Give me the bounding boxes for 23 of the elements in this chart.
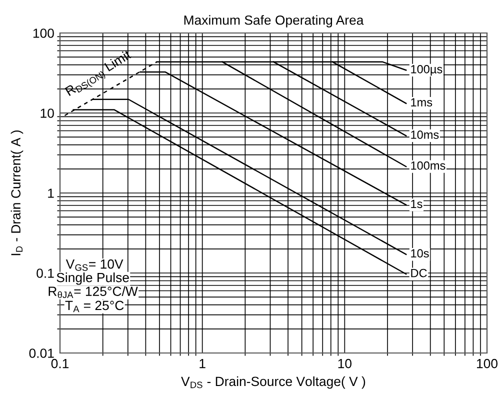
- y-tick-label: 0.1: [36, 268, 54, 278]
- y-tick-label: 100: [33, 28, 54, 38]
- x-axis-title: V$_{DS}$ - Drain-Source Voltage( V ): [181, 376, 366, 389]
- annotation: Single Pulse: [56, 272, 129, 285]
- annotation: R$_{θJA}$= 125°C/W: [48, 286, 138, 298]
- series-label: 1ms: [411, 98, 432, 107]
- y-tick-label: 10: [40, 108, 54, 118]
- y-tick-label: 1: [48, 188, 54, 198]
- x-tick-label: 100: [477, 358, 498, 368]
- x-tick-label: 10: [338, 358, 352, 368]
- series-label: 1s: [411, 200, 422, 208]
- annotation: T$_{A}$ = 25°C: [65, 300, 124, 312]
- y-axis-title: I$_{D}$ - Drain Current( A ): [10, 130, 24, 256]
- series-label: 100µs: [411, 64, 442, 76]
- annotation: V$_{GS}$= 10V: [66, 259, 124, 271]
- series-label: 10ms: [411, 130, 439, 139]
- chart-title: Maximum Safe Operating Area: [184, 15, 364, 28]
- series-label: DC: [411, 268, 427, 278]
- x-tick-label: 0.1: [51, 358, 69, 368]
- series-label: 100ms: [411, 161, 446, 170]
- series-label: 10s: [411, 249, 429, 258]
- x-tick-label: 1: [200, 359, 206, 368]
- y-tick-label: 0.01: [29, 348, 54, 358]
